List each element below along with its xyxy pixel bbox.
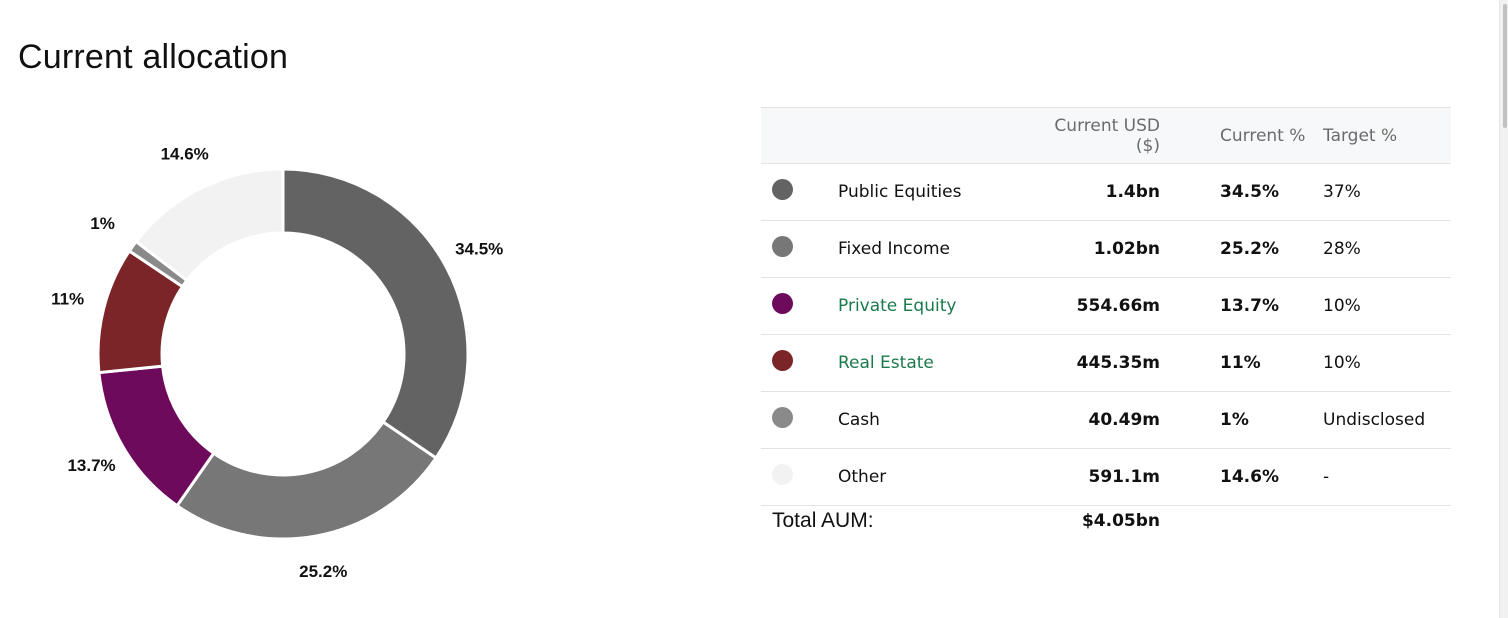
current-pct-cell: 13.7% [1220, 296, 1279, 316]
donut-slice-public-equities[interactable] [281, 167, 470, 461]
table-row: Public Equities 1.4bn 34.5% 37% [761, 164, 1451, 221]
donut-data-label: 1% [90, 214, 115, 233]
table-body: Public Equities 1.4bn 34.5% 37% Fixed Income… [761, 164, 1451, 506]
target-pct-cell: - [1323, 467, 1330, 487]
header-current-pct[interactable]: Current % [1220, 125, 1306, 146]
vertical-scrollbar[interactable] [1499, 0, 1508, 618]
current-usd-cell: 554.66m [1076, 296, 1160, 316]
color-swatch-icon [772, 350, 793, 371]
table-row: Private Equity 554.66m 13.7% 10% [761, 278, 1451, 335]
target-pct-cell: 10% [1323, 296, 1361, 316]
table-header-row: Current USD ($) Current % Target % [761, 107, 1451, 164]
asset-class-link[interactable]: Real Estate [838, 353, 934, 373]
swatch-cell [761, 335, 838, 392]
donut-data-label: 13.7% [67, 456, 115, 475]
target-pct-cell: 28% [1323, 239, 1361, 259]
donut-data-label: 14.6% [161, 144, 209, 163]
asset-class-name: Public Equities [838, 182, 962, 202]
target-pct-cell: 37% [1323, 182, 1361, 202]
page-title: Current allocation [18, 38, 289, 76]
header-gap [1160, 108, 1220, 164]
current-pct-cell: 14.6% [1220, 467, 1279, 487]
header-name [838, 108, 1038, 164]
asset-class-name: Fixed Income [838, 239, 951, 259]
color-swatch-icon [772, 293, 793, 314]
scrollbar-thumb[interactable] [1503, 4, 1507, 128]
donut-data-label: 25.2% [299, 562, 347, 581]
donut-data-label: 34.5% [455, 240, 503, 259]
table-row: Fixed Income 1.02bn 25.2% 28% [761, 221, 1451, 278]
swatch-cell [761, 392, 838, 449]
table-row: Real Estate 445.35m 11% 10% [761, 335, 1451, 392]
allocation-table: Current USD ($) Current % Target % Publi… [761, 107, 1451, 536]
current-pct-cell: 11% [1220, 353, 1261, 373]
current-usd-cell: 591.1m [1088, 467, 1161, 487]
color-swatch-icon [772, 464, 793, 485]
header-target-pct[interactable]: Target % [1323, 125, 1398, 146]
total-aum-label: Total AUM: [772, 508, 874, 532]
table-row: Cash 40.49m 1% Undisclosed [761, 392, 1451, 449]
color-swatch-icon [772, 236, 793, 257]
header-current-usd[interactable]: Current USD ($) [1054, 115, 1160, 156]
asset-class-name: Cash [838, 410, 880, 430]
asset-class-link[interactable]: Private Equity [838, 296, 957, 316]
table-row: Other 591.1m 14.6% - [761, 449, 1451, 506]
swatch-cell [761, 164, 838, 221]
current-usd-cell: 40.49m [1088, 410, 1161, 430]
allocation-donut-chart: 34.5% 25.2% 13.7% 11% 1% 14.6% [51, 144, 503, 581]
total-aum-value: $4.05bn [1081, 510, 1160, 531]
current-pct-cell: 34.5% [1220, 182, 1279, 202]
current-pct-cell: 1% [1220, 410, 1249, 430]
donut-data-label: 11% [51, 290, 84, 309]
swatch-cell [761, 278, 838, 335]
current-usd-cell: 1.4bn [1105, 182, 1160, 202]
total-row: Total AUM: $4.05bn [761, 506, 1451, 536]
header-swatch [761, 108, 838, 164]
current-usd-cell: 445.35m [1076, 353, 1160, 373]
current-pct-cell: 25.2% [1220, 239, 1279, 259]
donut-slice-other[interactable] [134, 167, 285, 283]
target-pct-cell: 10% [1323, 353, 1361, 373]
color-swatch-icon [772, 179, 793, 200]
donut-slice-fixed-income[interactable] [175, 419, 439, 541]
swatch-cell [761, 221, 838, 278]
asset-class-name: Other [838, 467, 887, 487]
color-swatch-icon [772, 407, 793, 428]
current-usd-cell: 1.02bn [1093, 239, 1160, 259]
target-pct-cell: Undisclosed [1323, 410, 1426, 430]
swatch-cell [761, 449, 838, 506]
